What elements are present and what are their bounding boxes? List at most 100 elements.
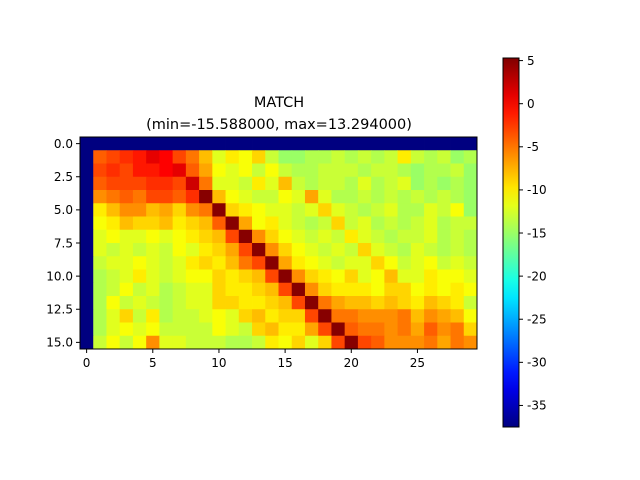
heatmap-cell [199,335,213,350]
heatmap-cell [80,296,94,310]
heatmap-cell [318,163,332,178]
heatmap-cell [304,229,319,244]
heatmap-cell [384,176,398,191]
heatmap-cell [344,335,359,350]
heatmap-cell [424,176,438,191]
heatmap-cell [212,322,226,337]
heatmap-cell [437,176,451,191]
heatmap-cell [225,335,240,350]
heatmap-cell [424,190,438,204]
x-tick-label: 10 [211,356,226,370]
heatmap-cell [132,190,147,204]
heatmap-cell [185,309,200,323]
heatmap-cell [80,190,94,204]
heatmap-cell [212,203,226,217]
heatmap-cell [252,190,266,204]
heatmap-cell [106,322,121,337]
heatmap-cell [437,282,451,297]
heatmap-cell [80,137,94,151]
heatmap-cell [106,163,121,178]
heatmap-cell [410,296,425,310]
y-axis: 0.0 2.5 5.0 7.5 10.0 12.5 15.0 [46,137,80,350]
heatmap-cell [252,150,266,164]
heatmap-cell [424,256,438,270]
heatmap-cell [185,282,200,297]
heatmap-cell [410,216,425,231]
heatmap-cell [371,322,385,337]
heatmap-cell [93,176,107,191]
heatmap-cell [132,176,147,191]
y-tick-label: 10.0 [46,269,73,283]
heatmap-cell [146,282,160,297]
heatmap-cell [424,163,438,178]
heatmap-cell [106,137,121,151]
heatmap-cell [225,163,240,178]
heatmap-cell [212,335,226,350]
heatmap-cell [225,243,240,257]
heatmap-cell [397,137,412,151]
heatmap-cell [212,163,226,178]
heatmap-cell [238,282,253,297]
heatmap-cell [225,150,240,164]
heatmap-cell [450,229,465,244]
heatmap-cell [93,243,107,257]
heatmap-cell [238,296,253,310]
heatmap-cell [265,282,279,297]
heatmap-cell [185,137,200,151]
heatmap-cell [450,282,465,297]
heatmap-cell [132,163,147,178]
heatmap-cell [344,296,359,310]
heatmap-cell [252,322,266,337]
heatmap-cell [172,256,187,270]
heatmap-cell [384,243,398,257]
heatmap-cell [212,256,226,270]
heatmap-cell [304,282,319,297]
heatmap-cell [304,203,319,217]
heatmap-cell [291,256,306,270]
heatmap-cell [463,163,478,178]
heatmap-cell [93,296,107,310]
heatmap-cell [238,322,253,337]
heatmap-cell [357,229,372,244]
heatmap-cell [199,190,213,204]
heatmap-cell [159,203,174,217]
heatmap-cell [225,296,240,310]
heatmap-cell [80,243,94,257]
heatmap-cell [238,256,253,270]
heatmap-cell [291,163,306,178]
heatmap-cell [159,322,174,337]
heatmap-cell [146,296,160,310]
heatmap-cell [371,176,385,191]
heatmap-cell [225,137,240,151]
heatmap-cell [238,216,253,231]
heatmap-cell [106,269,121,284]
heatmap-cell [212,190,226,204]
heatmap-cell [93,256,107,270]
heatmap-cell [331,216,346,231]
heatmap-cell [450,309,465,323]
x-tick-label: 15 [277,356,292,370]
heatmap-cell [199,203,213,217]
heatmap-cell [424,243,438,257]
heatmap-cell [331,335,346,350]
heatmap-cell [172,243,187,257]
heatmap-cell [106,190,121,204]
heatmap-cell [331,309,346,323]
chart-subtitle: (min=-15.588000, max=13.294000) [146,117,412,133]
heatmap-cell [384,269,398,284]
heatmap-cell [93,163,107,178]
heatmap-cell [291,282,306,297]
heatmap-cell [93,322,107,337]
heatmap-cell [132,296,147,310]
heatmap-cell [265,150,279,164]
heatmap-cell [384,229,398,244]
heatmap-cell [437,309,451,323]
heatmap-cell [238,137,253,151]
heatmap-cell [463,176,478,191]
heatmap-cell [172,269,187,284]
y-tick-label: 0.0 [54,137,73,151]
heatmap-cell [119,229,134,244]
heatmap-cell [199,176,213,191]
heatmap-cell [199,256,213,270]
heatmap-cell [238,229,253,244]
